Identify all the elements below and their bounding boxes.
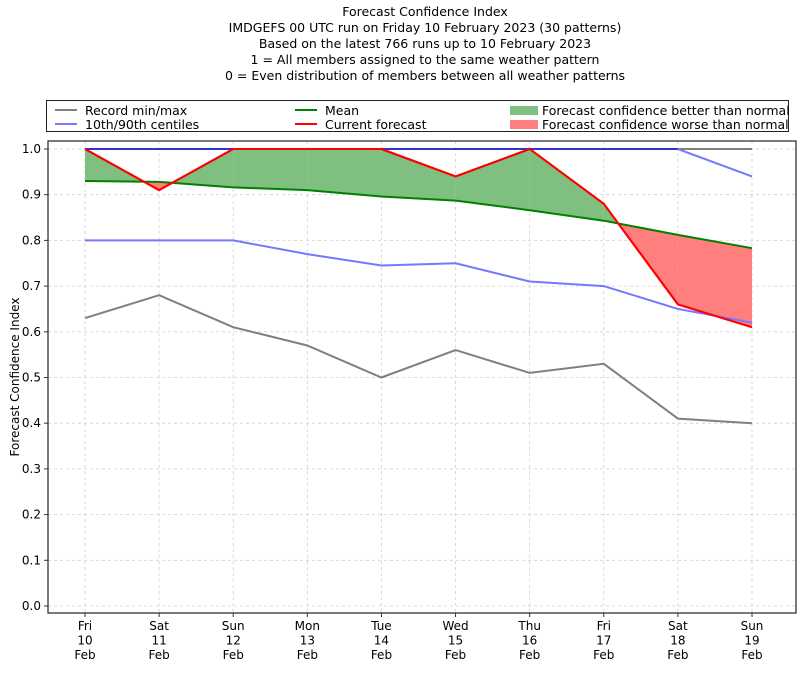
y-tick-label: 0.7 bbox=[22, 279, 41, 293]
x-tick-label: Sat bbox=[668, 619, 688, 633]
fill-better-than-normal bbox=[529, 149, 604, 221]
x-tick-label: Mon bbox=[295, 619, 320, 633]
y-tick-label: 0.1 bbox=[22, 553, 41, 567]
legend-item-better: Forecast confidence better than normal bbox=[510, 102, 790, 118]
x-tick-label: Feb bbox=[741, 648, 762, 662]
legend-label-mean: Mean bbox=[325, 102, 360, 118]
legend-item-mean: Mean bbox=[295, 102, 360, 118]
y-tick-label: 0.8 bbox=[22, 233, 41, 247]
x-tick-label: Feb bbox=[519, 648, 540, 662]
legend-label-current: Current forecast bbox=[325, 116, 427, 132]
legend-label-record: Record min/max bbox=[85, 102, 188, 118]
legend-label-better: Forecast confidence better than normal bbox=[542, 102, 790, 118]
x-tick-label: Fri bbox=[78, 619, 92, 633]
series-line-record-min bbox=[84, 294, 753, 425]
y-tick-label: 0.5 bbox=[22, 371, 41, 385]
y-tick-label: 0.4 bbox=[22, 416, 41, 430]
x-tick-label: 16 bbox=[522, 634, 537, 648]
chart-subtitle-1: IMDGEFS 00 UTC run on Friday 10 February… bbox=[228, 20, 622, 35]
x-tick-label: 14 bbox=[374, 634, 389, 648]
x-tick-label: Sat bbox=[149, 619, 169, 633]
y-tick-label: 0.6 bbox=[22, 325, 41, 339]
x-axis-ticks: Fri10FebSat11FebSun12FebMon13FebTue14Feb… bbox=[74, 613, 763, 662]
y-tick-label: 0.3 bbox=[22, 462, 41, 476]
chart-subtitle-3: 1 = All members assigned to the same wea… bbox=[250, 52, 600, 67]
x-tick-label: 15 bbox=[448, 634, 463, 648]
chart-title: Forecast Confidence Index bbox=[342, 4, 508, 19]
legend-item-worse: Forecast confidence worse than normal bbox=[510, 116, 789, 132]
y-tick-label: 0.2 bbox=[22, 508, 41, 522]
y-tick-label: 0.9 bbox=[22, 188, 41, 202]
fill-better-than-normal bbox=[233, 149, 308, 191]
legend-label-worse: Forecast confidence worse than normal bbox=[542, 116, 789, 132]
series-lines bbox=[84, 147, 753, 425]
legend-swatch-better bbox=[510, 105, 538, 115]
chart-legend: Record min/max 10th/90th centiles Mean C… bbox=[46, 100, 790, 132]
plot-frame bbox=[47, 140, 797, 614]
x-tick-label: 19 bbox=[744, 634, 759, 648]
chart-subtitle-2: Based on the latest 766 runs up to 10 Fe… bbox=[258, 36, 592, 51]
legend-label-centiles: 10th/90th centiles bbox=[85, 116, 200, 132]
x-tick-label: Wed bbox=[442, 619, 468, 633]
x-tick-label: 11 bbox=[151, 634, 166, 648]
x-tick-label: Feb bbox=[148, 648, 169, 662]
x-tick-label: Feb bbox=[297, 648, 318, 662]
x-tick-label: Feb bbox=[371, 648, 392, 662]
x-tick-label: Feb bbox=[593, 648, 614, 662]
x-tick-label: Sun bbox=[222, 619, 245, 633]
chart-subtitle-4: 0 = Even distribution of members between… bbox=[224, 68, 626, 83]
x-tick-label: Feb bbox=[74, 648, 95, 662]
legend-swatch-worse bbox=[510, 119, 538, 129]
x-tick-label: Fri bbox=[597, 619, 611, 633]
x-tick-label: 10 bbox=[77, 634, 92, 648]
chart-title-block: Forecast Confidence Index IMDGEFS 00 UTC… bbox=[0, 4, 800, 84]
legend-swatch-current bbox=[295, 123, 317, 125]
series-line-mean bbox=[84, 180, 753, 250]
legend-swatch-mean bbox=[295, 109, 317, 111]
y-axis-label: Forecast Confidence Index bbox=[8, 298, 22, 457]
x-tick-label: Feb bbox=[667, 648, 688, 662]
y-axis-ticks: 0.0 0.1 0.2 0.3 0.4 0.5 0.6 0.7 0.8 0.9 1.0 bbox=[22, 142, 48, 613]
x-tick-label: Tue bbox=[370, 619, 392, 633]
x-tick-label: Feb bbox=[223, 648, 244, 662]
fill-better-than-normal bbox=[455, 149, 530, 211]
legend-item-current: Current forecast bbox=[295, 116, 427, 132]
x-tick-label: 12 bbox=[226, 634, 241, 648]
grid-lines bbox=[48, 141, 796, 613]
legend-swatch-centiles bbox=[55, 123, 77, 125]
y-tick-label: 1.0 bbox=[22, 142, 41, 156]
y-tick-label: 0.0 bbox=[22, 599, 41, 613]
series-line-current-forecast-top bbox=[84, 147, 753, 329]
x-tick-label: Feb bbox=[445, 648, 466, 662]
x-tick-label: 18 bbox=[670, 634, 685, 648]
x-tick-label: Thu bbox=[517, 619, 541, 633]
fill-better-than-normal bbox=[381, 149, 456, 201]
series-line-10th-centile bbox=[85, 239, 753, 324]
x-tick-label: 17 bbox=[596, 634, 611, 648]
fill-worse-than-normal bbox=[677, 234, 752, 328]
x-tick-label: Sun bbox=[741, 619, 764, 633]
legend-item-centiles: 10th/90th centiles bbox=[55, 116, 200, 132]
fill-better-than-normal bbox=[307, 149, 382, 197]
legend-swatch-record bbox=[55, 109, 77, 111]
legend-item-record: Record min/max bbox=[55, 102, 188, 118]
x-tick-label: 13 bbox=[300, 634, 315, 648]
